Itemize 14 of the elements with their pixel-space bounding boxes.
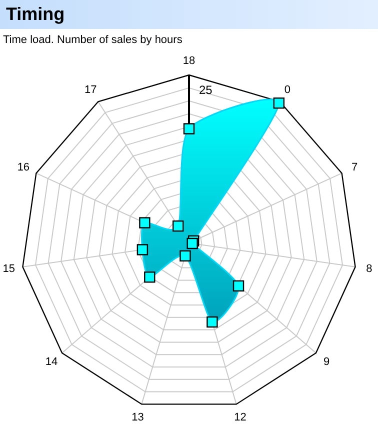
spoke-label: 8 [366, 262, 372, 275]
spoke-label: 9 [323, 356, 330, 368]
spoke-label: 14 [45, 356, 58, 368]
text: 25 [199, 83, 213, 98]
chart-title: Timing [6, 4, 65, 24]
spoke-label: 0 [284, 84, 290, 96]
spoke-label: 18 [182, 54, 196, 67]
spoke-label: 16 [17, 161, 30, 174]
chart-subtitle: Time load. Number of sales by hours [3, 34, 183, 46]
spoke-label: 13 [132, 412, 144, 424]
spoke-label: 15 [2, 262, 15, 275]
spoke-label: 17 [84, 84, 97, 96]
spoke-label: 7 [351, 161, 358, 174]
spoke-label: 12 [234, 412, 246, 424]
